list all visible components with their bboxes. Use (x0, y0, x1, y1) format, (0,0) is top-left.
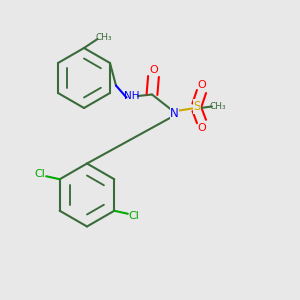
Text: NH: NH (124, 91, 140, 101)
Text: Cl: Cl (128, 211, 139, 221)
Text: Cl: Cl (35, 169, 46, 179)
Text: N: N (170, 107, 179, 120)
Text: O: O (198, 80, 206, 90)
Text: O: O (198, 123, 206, 133)
Text: CH₃: CH₃ (96, 33, 112, 42)
Text: CH₃: CH₃ (210, 102, 226, 111)
Text: O: O (149, 65, 158, 75)
Text: S: S (193, 100, 201, 113)
